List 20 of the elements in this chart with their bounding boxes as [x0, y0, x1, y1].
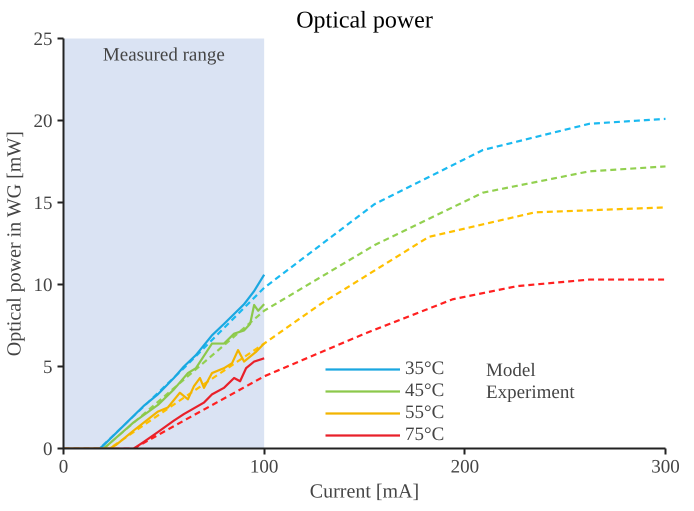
legend-label: 45°C	[405, 380, 444, 402]
x-tick-label: 200	[450, 456, 480, 478]
y-tick-label: 20	[34, 111, 52, 132]
y-tick-label: 5	[43, 357, 52, 378]
x-tick-label: 0	[58, 456, 68, 478]
annotation: Experiment	[486, 382, 575, 404]
chart-title: Optical power	[296, 8, 433, 34]
annotation: Model	[486, 360, 536, 382]
y-axis-title: Optical power in WG [mW]	[4, 131, 26, 356]
legend-label: 75°C	[405, 424, 444, 446]
legend-label: 55°C	[405, 402, 444, 424]
y-tick-label: 15	[34, 193, 52, 214]
y-tick-label: 10	[34, 275, 52, 296]
legend-label: 35°C	[405, 358, 444, 380]
y-tick-label: 25	[34, 29, 52, 50]
band-label: Measured range	[102, 44, 225, 66]
x-tick-label: 300	[651, 456, 680, 478]
x-tick-label: 100	[250, 456, 278, 478]
x-axis-title: Current [mA]	[310, 480, 420, 502]
y-tick-label: 0	[43, 439, 52, 460]
